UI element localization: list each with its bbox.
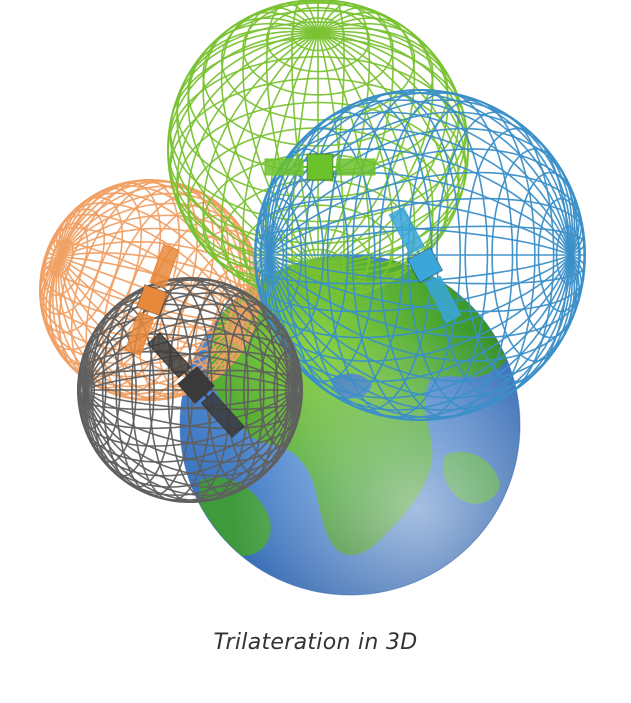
satellite-gray-icon (147, 332, 245, 438)
satellite-orange-icon (124, 244, 180, 356)
satellite-green-icon (264, 153, 376, 181)
diagram-caption: Trilateration in 3D (213, 630, 418, 655)
satellite-blue-icon (388, 206, 462, 324)
range-sphere-gray (77, 277, 303, 503)
satellites (124, 153, 462, 438)
